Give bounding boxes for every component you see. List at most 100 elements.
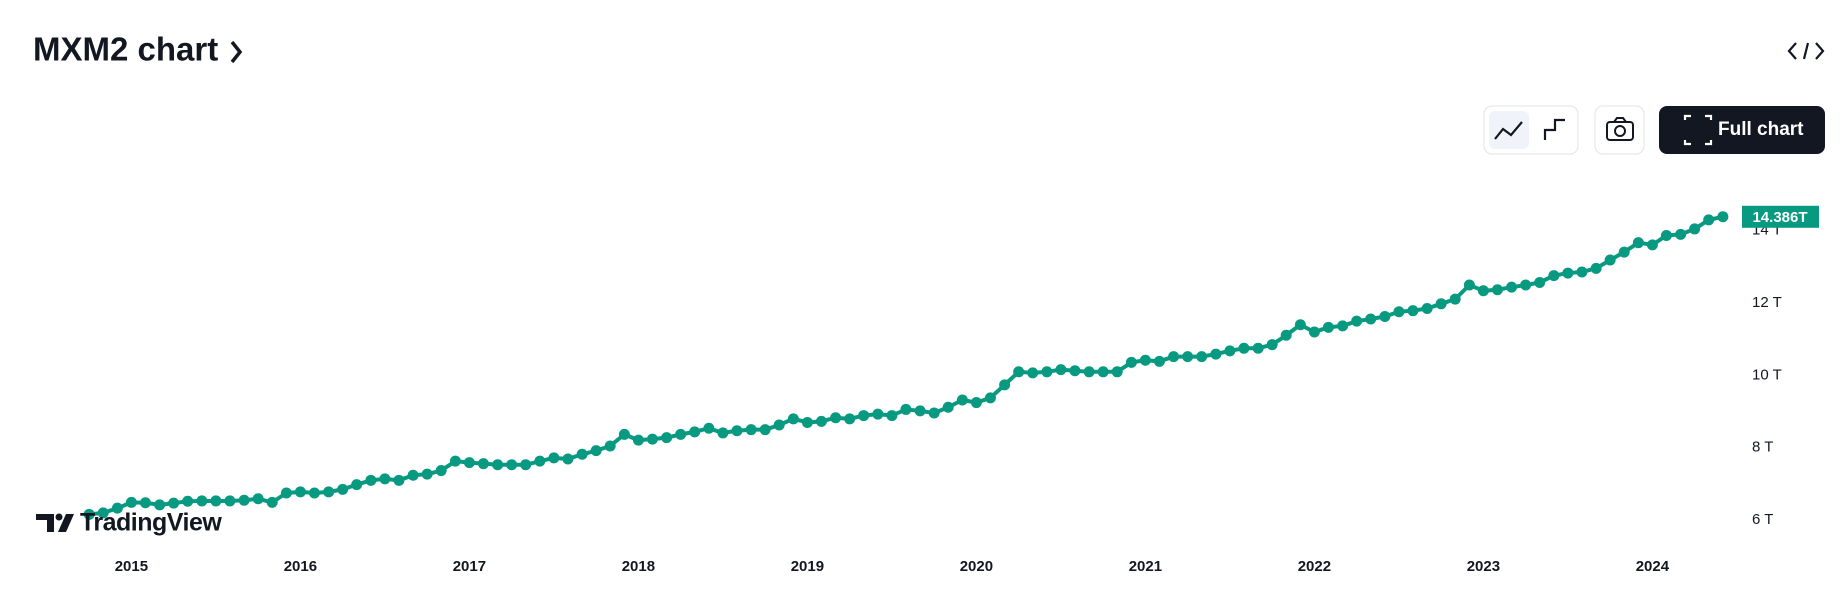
- data-point: [323, 486, 335, 498]
- data-point: [477, 458, 489, 470]
- data-point: [252, 493, 264, 505]
- snapshot-button[interactable]: [1594, 105, 1645, 155]
- x-tick-label: 2016: [284, 558, 317, 575]
- data-point: [576, 448, 588, 460]
- data-point: [858, 410, 870, 422]
- x-tick-label: 2018: [622, 558, 655, 575]
- embed-icon[interactable]: [1787, 42, 1825, 60]
- data-point: [1548, 270, 1560, 282]
- logo-dot: [55, 513, 63, 521]
- x-tick-label: 2019: [791, 558, 824, 575]
- data-point: [1604, 254, 1616, 266]
- data-point: [266, 496, 278, 508]
- data-point: [1463, 279, 1475, 291]
- data-point: [196, 495, 208, 507]
- x-tick-label: 2021: [1129, 558, 1162, 575]
- data-point: [435, 465, 447, 477]
- data-point: [139, 497, 151, 509]
- data-point: [224, 495, 236, 507]
- data-point: [1027, 367, 1039, 379]
- data-point: [1491, 284, 1503, 296]
- data-point: [280, 487, 292, 499]
- data-point: [1435, 298, 1447, 310]
- x-tick-label: 2020: [960, 558, 993, 575]
- data-point: [900, 403, 912, 415]
- data-point: [463, 457, 475, 469]
- data-point: [520, 459, 532, 471]
- data-point: [1041, 366, 1053, 378]
- data-point: [1675, 228, 1687, 240]
- data-point: [1351, 315, 1363, 327]
- data-point: [337, 483, 349, 495]
- data-point: [956, 394, 968, 406]
- data-point: [689, 426, 701, 438]
- chart-title[interactable]: MXM2 chart: [33, 31, 218, 68]
- data-point: [1224, 345, 1236, 357]
- x-tick-label: 2024: [1636, 558, 1670, 575]
- data-point: [661, 432, 673, 444]
- data-point: [1618, 246, 1630, 258]
- data-point: [154, 499, 166, 511]
- data-point: [379, 473, 391, 485]
- data-point: [1252, 342, 1264, 354]
- camera-icon: [1606, 117, 1634, 141]
- logo-mark: [36, 514, 74, 532]
- data-point: [675, 428, 687, 440]
- data-point: [1365, 313, 1377, 325]
- data-point: [1322, 321, 1334, 333]
- data-point: [590, 445, 602, 457]
- data-point: [1083, 366, 1095, 378]
- data-point: [1660, 229, 1672, 241]
- data-point: [815, 415, 827, 427]
- data-point: [1182, 351, 1194, 363]
- data-point: [83, 508, 95, 520]
- data-point: [492, 459, 504, 471]
- data-point: [1576, 266, 1588, 278]
- data-point: [1013, 366, 1025, 378]
- data-point: [294, 486, 306, 498]
- data-point: [646, 433, 658, 445]
- data-point: [1055, 364, 1067, 376]
- data-point: [914, 405, 926, 417]
- data-point: [1477, 285, 1489, 297]
- data-point: [717, 427, 729, 439]
- x-tick-label: 2017: [453, 558, 486, 575]
- logo[interactable]: TradingView: [36, 509, 223, 537]
- data-point: [801, 416, 813, 428]
- data-point: [125, 496, 137, 508]
- data-point: [365, 474, 377, 486]
- x-tick-label: 2023: [1467, 558, 1500, 575]
- data-point: [773, 419, 785, 431]
- data-point: [1590, 262, 1602, 274]
- data-point: [97, 507, 109, 519]
- step-style-button[interactable]: [1543, 118, 1565, 140]
- line-style-button[interactable]: [1489, 111, 1529, 149]
- x-tick-label: 2022: [1298, 558, 1331, 575]
- data-point: [1407, 305, 1419, 317]
- data-point: [1238, 342, 1250, 354]
- data-point: [168, 497, 180, 509]
- title-chevron[interactable]: [230, 40, 243, 64]
- data-point: [604, 440, 616, 452]
- data-point: [984, 392, 996, 404]
- data-point: [238, 494, 250, 506]
- data-point: [1393, 306, 1405, 318]
- data-point: [928, 407, 940, 419]
- data-point: [1139, 354, 1151, 366]
- data-point: [1703, 214, 1715, 226]
- data-point: [1153, 355, 1165, 367]
- full-chart-label[interactable]: Full chart: [1718, 119, 1804, 140]
- data-point: [562, 453, 574, 465]
- data-point: [548, 452, 560, 464]
- data-point: [393, 474, 405, 486]
- full-chart-button[interactable]: [1659, 106, 1825, 154]
- data-point: [886, 410, 898, 422]
- data-point: [1069, 365, 1081, 377]
- data-point: [1717, 211, 1729, 223]
- style-toggle: [1483, 105, 1579, 155]
- data-point: [1266, 339, 1278, 351]
- data-point: [111, 502, 123, 514]
- data-point: [1280, 329, 1292, 341]
- data-point: [632, 434, 644, 446]
